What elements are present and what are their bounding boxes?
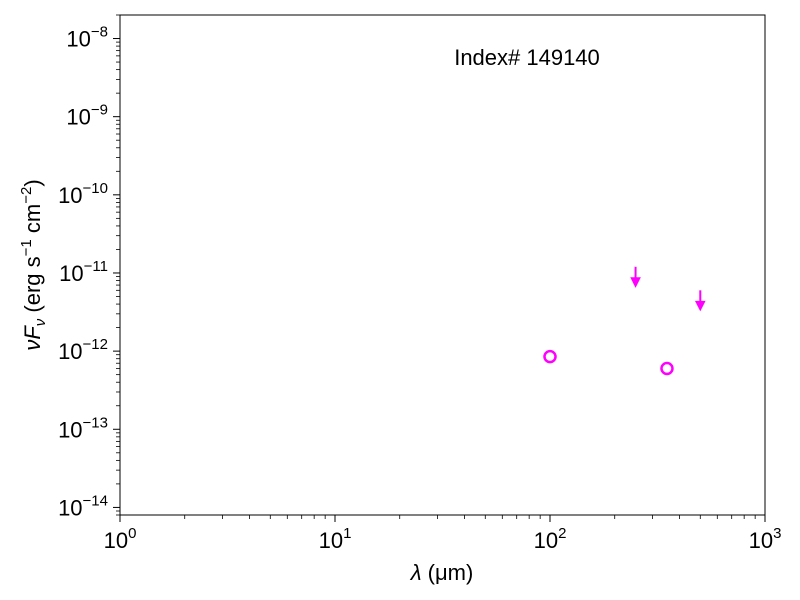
y-axis-unit-exp2: −2 (18, 187, 35, 204)
y-tick-label: 10−12 (58, 336, 108, 364)
x-axis-unit: (μm) (422, 560, 474, 585)
major-ticks (113, 38, 766, 522)
y-axis-subscript: ν (32, 318, 49, 326)
y-axis-label: νFν (erg s−1 cm−2) (18, 179, 49, 350)
x-tick-labels: 100 101 102 103 (104, 525, 782, 553)
y-axis-unit-end: ) (20, 179, 45, 186)
y-axis-unit-exp1: −1 (18, 239, 35, 256)
upper-limit-arrow (630, 266, 641, 288)
detection-point (543, 349, 557, 364)
y-tick-label: 10−8 (66, 24, 108, 52)
upper-limit-arrow (694, 290, 706, 312)
y-tick-labels: 10−14 10−13 10−12 10−11 10−10 10−9 10−8 (58, 24, 108, 521)
minor-ticks (116, 14, 756, 519)
y-axis-symbol: νF (20, 325, 45, 351)
y-axis-unit: (erg s (20, 256, 45, 318)
y-tick-label: 10−14 (58, 492, 108, 520)
y-tick-label: 10−9 (66, 102, 108, 130)
data-markers (543, 266, 706, 376)
plot-area (119, 14, 766, 516)
y-axis-unit-mid: cm (20, 204, 45, 239)
x-axis-symbol: λ (410, 560, 422, 585)
y-tick-label: 10−13 (58, 414, 108, 442)
index-annotation: Index# 149140 (454, 45, 600, 70)
x-tick-label: 100 (104, 525, 137, 553)
detection-point (660, 361, 674, 376)
x-tick-label: 101 (319, 525, 352, 553)
y-tick-label: 10−11 (59, 258, 108, 286)
y-tick-label: 10−10 (58, 180, 108, 208)
x-tick-label: 102 (534, 525, 567, 553)
x-axis-label: λ (μm) (410, 560, 474, 585)
x-tick-label: 103 (749, 525, 782, 553)
